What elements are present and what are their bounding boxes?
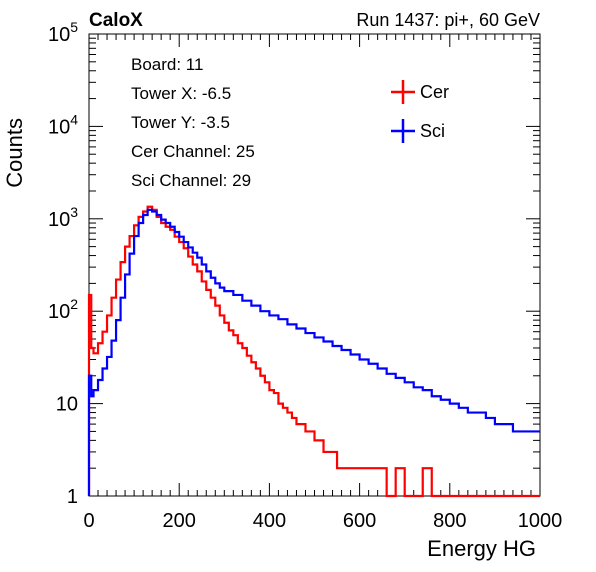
legend-entry-sci: Sci bbox=[391, 119, 445, 143]
x-tick-label: 600 bbox=[343, 510, 376, 532]
info-tower-x: Tower X: -6.5 bbox=[131, 84, 231, 103]
header-run: Run 1437: pi+, 60 GeV bbox=[356, 10, 540, 30]
x-tick-label: 800 bbox=[433, 510, 466, 532]
x-tick-label: 200 bbox=[163, 510, 196, 532]
y-axis-title: Counts bbox=[2, 118, 27, 188]
series-sci-histogram bbox=[87, 208, 540, 496]
info-box: Board: 11 Tower X: -6.5 Tower Y: -3.5 Ce… bbox=[131, 55, 255, 190]
y-tick-label: 103 bbox=[48, 204, 78, 231]
y-tick-label: 10 bbox=[56, 394, 78, 416]
header-experiment: CaloX bbox=[89, 10, 143, 31]
legend-label-sci: Sci bbox=[420, 121, 445, 141]
y-tick-label: 1 bbox=[67, 486, 78, 508]
y-tick-label: 102 bbox=[48, 296, 78, 323]
info-cer-channel: Cer Channel: 25 bbox=[131, 142, 255, 161]
y-tick-labels: 1 10 102 103 104 105 bbox=[48, 19, 78, 508]
x-tick-label: 0 bbox=[83, 510, 94, 532]
x-tick-label: 400 bbox=[253, 510, 286, 532]
info-tower-y: Tower Y: -3.5 bbox=[131, 113, 230, 132]
info-board: Board: 11 bbox=[131, 55, 203, 74]
legend-entry-cer: Cer bbox=[391, 80, 449, 104]
x-tick-labels: 0 200 400 600 800 1000 bbox=[83, 510, 562, 532]
series-cer-histogram bbox=[87, 205, 540, 498]
axis-ticks bbox=[88, 34, 541, 497]
series-layer bbox=[87, 205, 540, 498]
x-axis-title: Energy HG bbox=[427, 536, 536, 561]
y-tick-label: 104 bbox=[48, 111, 78, 138]
legend: Cer Sci bbox=[391, 80, 449, 143]
info-sci-channel: Sci Channel: 29 bbox=[131, 171, 251, 190]
plot-frame bbox=[88, 33, 541, 497]
x-tick-label: 1000 bbox=[518, 510, 563, 532]
legend-label-cer: Cer bbox=[420, 82, 449, 102]
y-tick-label: 105 bbox=[48, 19, 78, 46]
